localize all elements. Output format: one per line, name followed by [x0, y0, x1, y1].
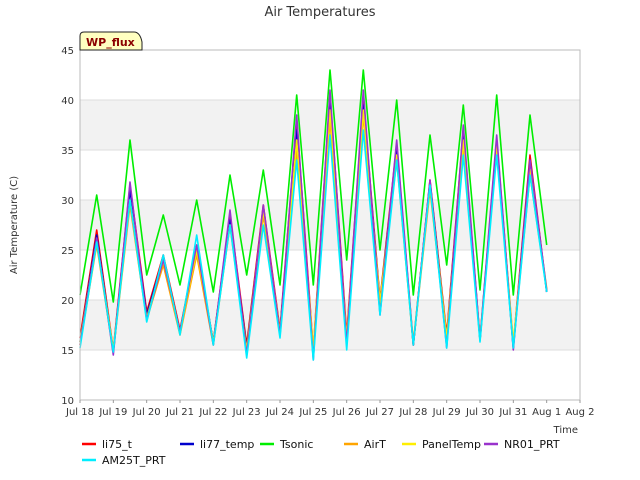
legend-label-am25t-prt: AM25T_PRT	[102, 454, 166, 467]
x-tick-label: Jul 25	[298, 407, 327, 418]
grid-band	[80, 300, 580, 350]
x-tick-label: Jul 24	[265, 407, 294, 418]
x-tick-label: Jul 29	[432, 407, 461, 418]
x-tick-label: Jul 26	[332, 407, 361, 418]
x-tick-labels: Jul 18 Jul 19 Jul 20 Jul 21 Jul 22 Jul 23 Jul …	[65, 400, 595, 418]
x-tick-label: Jul 30	[465, 407, 494, 418]
y-tick-label: 40	[61, 96, 74, 107]
y-tick-label: 10	[61, 396, 74, 407]
x-tick-label: Jul 22	[198, 407, 227, 418]
legend-label-airt: AirT	[364, 438, 386, 451]
x-tick-label: Jul 28	[398, 407, 427, 418]
y-tick-labels: 10 15 20 25 30 35 40 45	[61, 46, 74, 407]
y-tick-label: 45	[61, 46, 74, 57]
y-tick-label: 15	[61, 346, 74, 357]
grid-band	[80, 350, 580, 400]
y-tick-label: 25	[61, 246, 74, 257]
site-annotation: WP_flux	[79, 31, 143, 51]
chart-title: Air Temperatures	[264, 5, 375, 20]
legend-label-li75-t: li75_t	[102, 438, 133, 451]
annotation-label: WP_flux	[86, 36, 135, 49]
legend-label-paneltemp: PanelTemp	[422, 438, 481, 451]
x-tick-label: Jul 27	[365, 407, 394, 418]
legend-label-tsonic: Tsonic	[279, 438, 313, 451]
series-line-tsonic	[79, 69, 548, 303]
x-tick-label: Jul 19	[98, 407, 127, 418]
x-tick-label: Aug 2	[565, 407, 594, 418]
legend-label-li77-temp: li77_temp	[200, 438, 254, 451]
legend-label-nr01-prt: NR01_PRT	[504, 438, 560, 451]
x-tick-label: Jul 23	[232, 407, 261, 418]
grid-band	[80, 200, 580, 250]
y-tick-label: 35	[61, 146, 74, 157]
x-tick-label: Jul 21	[165, 407, 194, 418]
annotation-box	[79, 31, 143, 51]
series-lines	[79, 69, 548, 361]
x-tick-label: Jul 31	[498, 407, 527, 418]
x-tick-label: Aug 1	[532, 407, 561, 418]
y-axis-label: Air Temperature (C)	[9, 176, 20, 274]
legend: li75_t li77_temp Tsonic AirT PanelTemp NR01_P…	[82, 438, 560, 467]
series-line-am25t-prt	[79, 129, 548, 361]
y-tick-label: 20	[61, 296, 74, 307]
y-tick-label: 30	[61, 196, 74, 207]
x-axis-label: Time	[553, 425, 578, 436]
plot-frame	[79, 49, 581, 401]
x-tick-label: Jul 20	[132, 407, 161, 418]
x-tick-label: Jul 18	[65, 407, 94, 418]
